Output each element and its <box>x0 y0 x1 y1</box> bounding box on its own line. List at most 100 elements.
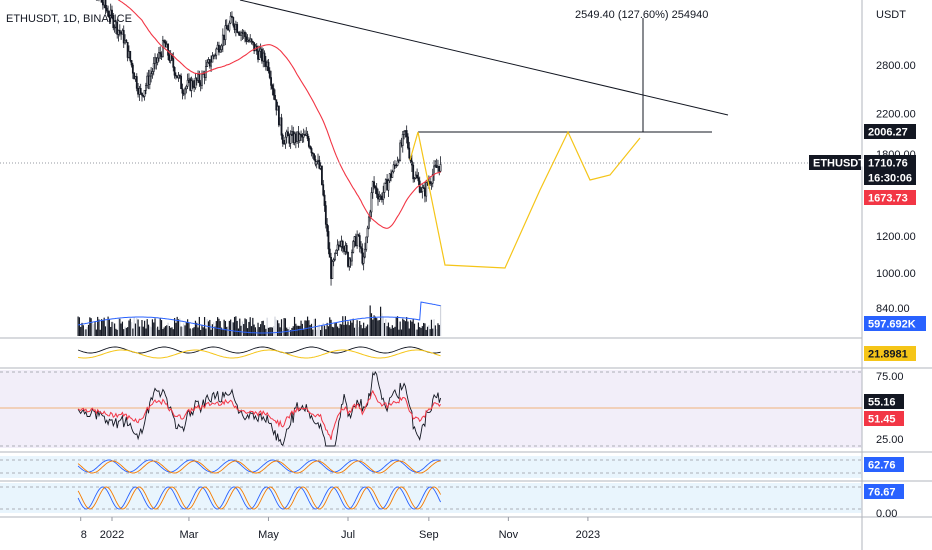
volume-bar <box>321 325 323 336</box>
volume-bar <box>436 329 438 336</box>
volume-bar <box>271 327 273 336</box>
volume-bar <box>437 323 439 336</box>
volume-bar <box>146 319 148 336</box>
candle <box>167 43 169 56</box>
volume-bar <box>121 321 124 336</box>
candle <box>232 17 235 26</box>
candle <box>281 134 284 144</box>
stoch-tag: 76.67 <box>868 487 896 499</box>
volume-bar <box>93 324 95 336</box>
volume-bar <box>365 326 367 336</box>
volume-bar <box>357 327 360 336</box>
volume-bar <box>276 320 279 336</box>
volume-bar <box>290 329 292 336</box>
volume-bar <box>157 326 159 336</box>
volume-bar <box>391 325 393 336</box>
candle <box>206 62 209 67</box>
volume-bar <box>181 326 184 336</box>
volume-bar <box>280 319 283 336</box>
volume-bar <box>421 326 423 336</box>
volume-bar <box>189 328 191 336</box>
candle <box>210 61 212 67</box>
volume-bar <box>217 317 219 336</box>
volume-bar <box>412 318 414 336</box>
volume-bar <box>333 327 335 336</box>
volume-bar <box>223 319 225 336</box>
volume-bar <box>284 318 287 336</box>
volume-bar <box>94 321 96 336</box>
price-tick: 1000.00 <box>876 268 916 280</box>
candle <box>126 42 129 58</box>
candle <box>163 40 166 43</box>
volume-bar <box>170 327 172 336</box>
volume-bar <box>162 329 164 336</box>
candle <box>396 160 399 166</box>
candle <box>112 14 115 29</box>
volume-bar <box>108 319 110 336</box>
candle <box>358 235 361 247</box>
candle <box>280 117 283 136</box>
descending-trendline[interactable] <box>239 0 729 116</box>
candle <box>159 52 162 55</box>
volume-bar <box>364 328 366 336</box>
candle <box>277 106 280 126</box>
candle <box>331 261 334 279</box>
volume-bar <box>99 329 101 336</box>
volume-bar <box>77 316 79 336</box>
volume-bar <box>348 325 350 336</box>
volume-bar <box>123 329 125 336</box>
volume-bar <box>363 322 365 336</box>
candle <box>334 252 336 260</box>
volume-bar <box>430 319 433 336</box>
volume-bar <box>147 324 150 336</box>
volume-bar <box>292 326 294 336</box>
candle <box>413 177 416 180</box>
time-tick-label: Nov <box>499 529 519 541</box>
volume-bar <box>173 318 176 336</box>
volume-bar <box>210 329 212 336</box>
candle <box>383 182 386 193</box>
volume-bar <box>84 329 86 336</box>
measure-label: 2549.40 (127.60%) 254940 <box>575 9 708 21</box>
volume-bar <box>275 319 277 336</box>
volume-bar <box>213 322 215 336</box>
cup-pattern[interactable] <box>409 130 641 269</box>
volume-bar <box>214 326 216 336</box>
volume-bar <box>353 327 356 336</box>
candle <box>392 164 395 173</box>
volume-bar <box>188 322 190 336</box>
volume-bar <box>103 317 105 336</box>
candle <box>352 241 355 253</box>
candle <box>356 234 359 247</box>
volume-bar <box>158 329 160 336</box>
volume-bar <box>304 320 306 336</box>
candle <box>327 231 330 250</box>
volume-bar <box>185 322 187 336</box>
candle <box>313 153 315 160</box>
candle <box>370 192 373 213</box>
volume-bar <box>336 326 339 336</box>
volume-bar <box>138 326 140 336</box>
candle <box>348 258 351 267</box>
countdown-tag-bg <box>864 170 916 185</box>
candle <box>185 85 188 90</box>
volume-bar <box>376 318 378 336</box>
candle <box>332 259 335 262</box>
volume-bar <box>168 326 170 336</box>
indicator-lines <box>77 0 442 510</box>
volume-bar <box>300 320 302 336</box>
candle <box>237 32 240 34</box>
volume-bar <box>342 316 344 336</box>
volume-bar <box>141 320 143 336</box>
time-tick-label: Sep <box>419 529 439 541</box>
stoch-rsi-tag: 62.76 <box>868 460 896 472</box>
stoch-d-line <box>77 486 441 510</box>
candle <box>341 240 344 249</box>
candle <box>391 171 394 178</box>
volume-bar <box>314 318 317 336</box>
candle <box>366 227 369 238</box>
candle <box>107 10 109 17</box>
time-axis[interactable]: 8 2022 Mar May Jul Sep Nov 2023 <box>80 517 600 541</box>
candle <box>191 80 194 87</box>
